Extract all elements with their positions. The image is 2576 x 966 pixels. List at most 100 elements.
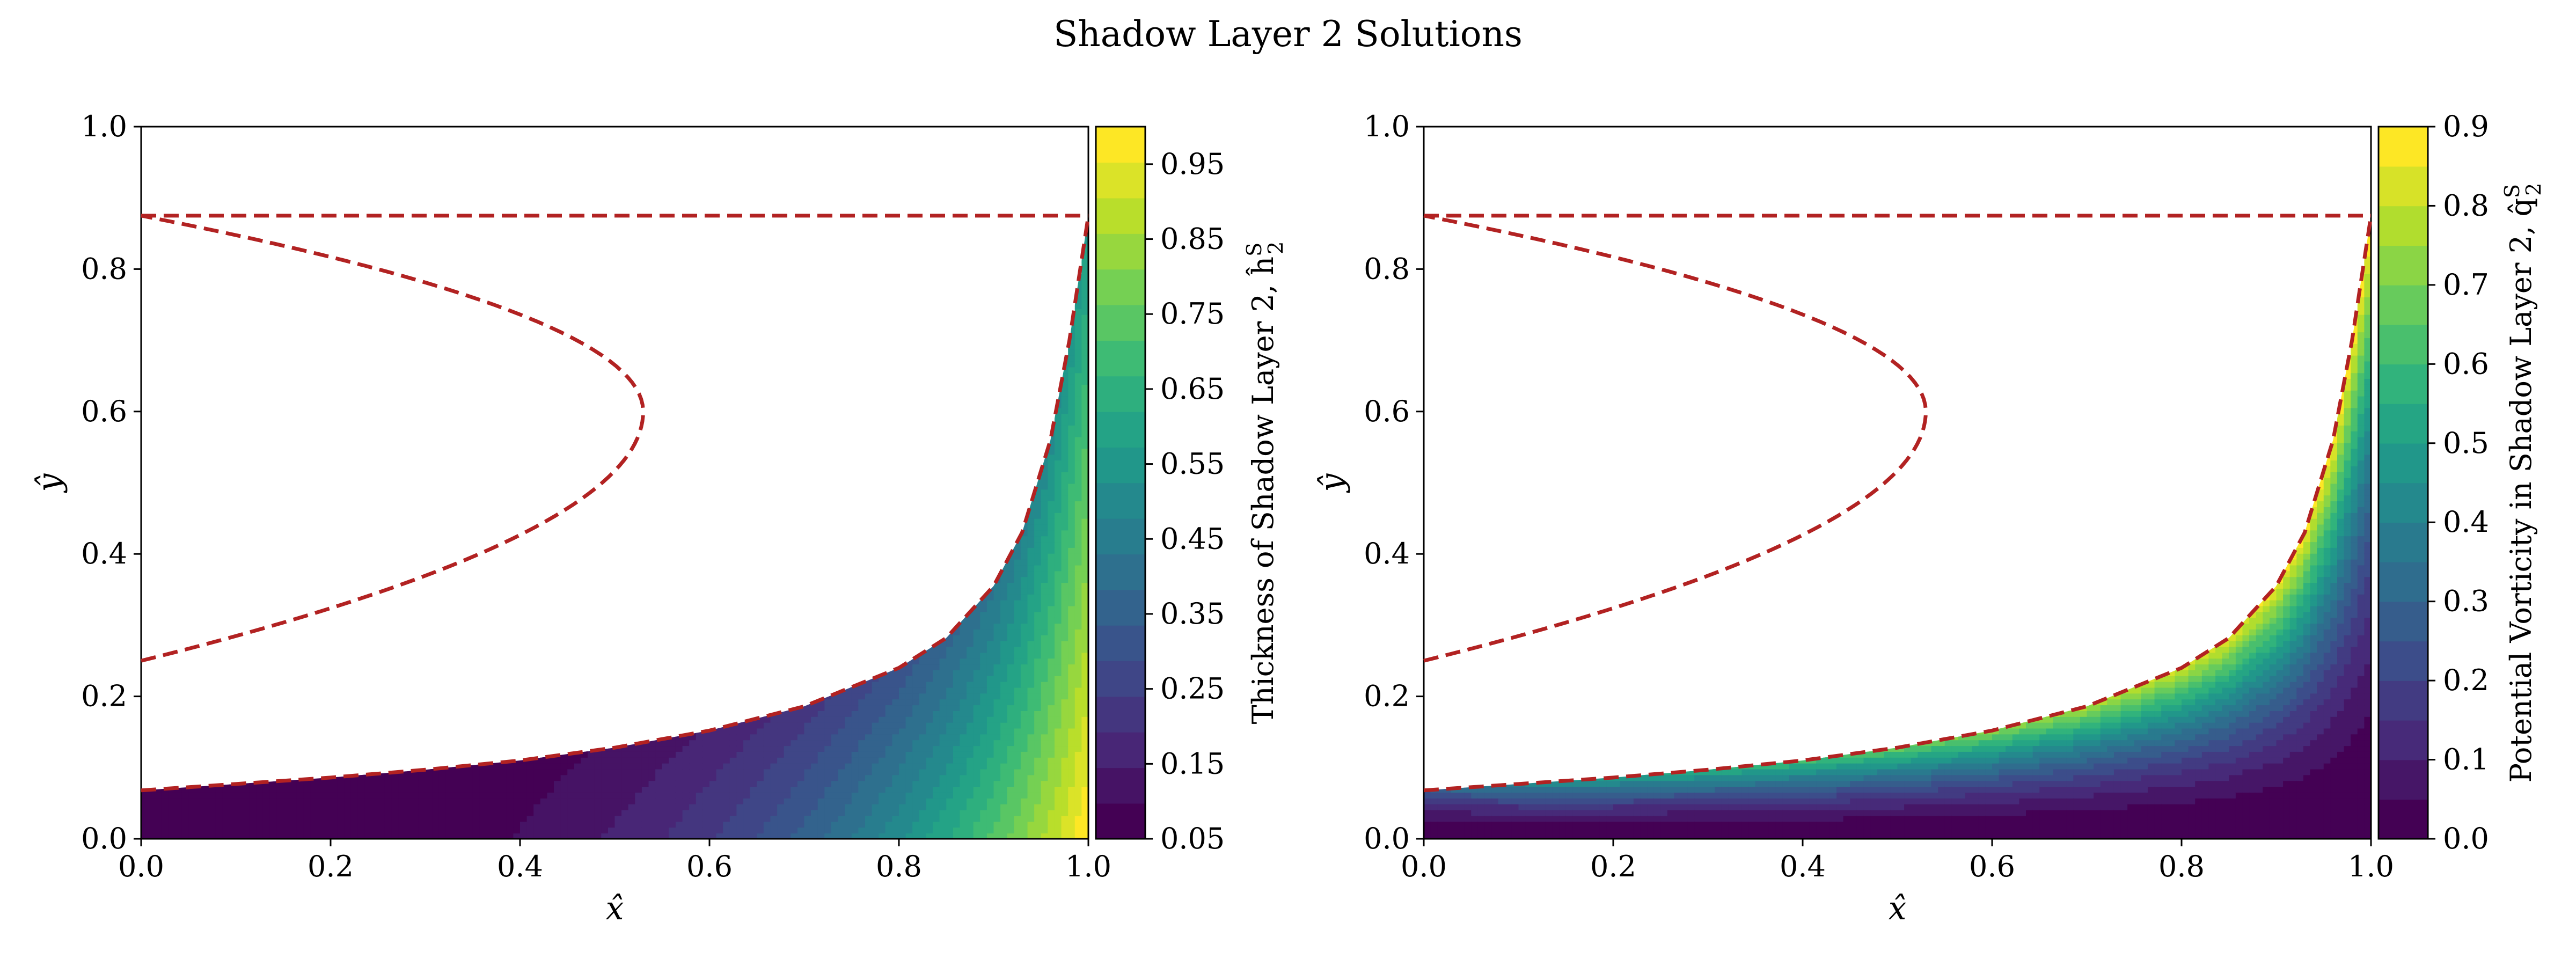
contour-cell xyxy=(946,803,954,810)
contour-cell xyxy=(1034,786,1042,793)
contour-cell xyxy=(824,821,832,828)
contour-cell xyxy=(1000,582,1008,589)
contour-cell xyxy=(628,751,636,758)
contour-cell xyxy=(973,699,981,706)
contour-cell xyxy=(655,821,663,828)
contour-cell xyxy=(317,833,325,839)
contour-cell xyxy=(716,833,724,839)
contour-cell xyxy=(2032,827,2040,833)
contour-cell xyxy=(1884,815,1891,822)
contour-cell xyxy=(594,763,602,770)
contour-cell xyxy=(1444,780,1452,787)
contour-cell xyxy=(804,716,811,723)
contour-cell xyxy=(1074,326,1082,333)
contour-cell xyxy=(486,827,494,833)
contour-cell xyxy=(743,792,751,799)
contour-cell xyxy=(412,809,419,816)
contour-cell xyxy=(993,722,1001,729)
contour-cell xyxy=(797,803,805,810)
contour-cell xyxy=(757,757,764,764)
contour-cell xyxy=(2094,705,2101,711)
contour-cell xyxy=(736,734,744,741)
contour-cell xyxy=(919,722,927,729)
contour-cell xyxy=(1074,303,1082,309)
contour-cell xyxy=(1816,792,1824,799)
contour-cell xyxy=(1014,827,1021,833)
contour-cell xyxy=(1599,809,1607,816)
contour-cell xyxy=(168,809,175,816)
contour-cell xyxy=(1000,751,1008,758)
contour-cell xyxy=(1856,809,1864,816)
contour-cell xyxy=(1796,821,1803,828)
contour-cell xyxy=(919,774,927,781)
contour-cell xyxy=(432,774,440,781)
contour-cell xyxy=(1985,792,1993,799)
contour-cell xyxy=(1965,815,1972,822)
contour-cell xyxy=(1748,797,1756,804)
contour-cell xyxy=(1048,774,1055,781)
contour-cell xyxy=(1796,815,1803,822)
contour-cell xyxy=(885,675,893,682)
contour-cell xyxy=(1735,827,1743,833)
contour-cell xyxy=(1667,792,1675,799)
contour-cell xyxy=(486,815,494,822)
contour-cell xyxy=(892,711,899,717)
contour-cell xyxy=(1579,833,1587,839)
contour-cell xyxy=(1081,332,1088,339)
contour-cell xyxy=(1918,769,1925,775)
contour-cell xyxy=(1041,751,1049,758)
contour-cell xyxy=(933,792,940,799)
contour-cell xyxy=(1775,797,1783,804)
contour-cell xyxy=(879,792,886,799)
contour-cell xyxy=(919,757,927,764)
contour-cell xyxy=(378,821,385,828)
contour-cell xyxy=(181,821,189,828)
contour-cell xyxy=(845,786,852,793)
contour-cell xyxy=(696,833,704,839)
contour-cell xyxy=(967,722,974,729)
contour-cell xyxy=(899,716,906,723)
contour-cell xyxy=(452,833,460,839)
contour-cell xyxy=(1007,815,1015,822)
contour-cell xyxy=(574,786,582,793)
contour-cell xyxy=(574,809,582,816)
contour-cell xyxy=(1694,774,1702,781)
contour-cell xyxy=(865,803,873,810)
contour-cell xyxy=(980,634,987,641)
contour-cell xyxy=(817,774,825,781)
contour-cell xyxy=(967,652,974,659)
contour-cell xyxy=(614,827,622,833)
contour-cell xyxy=(1586,815,1593,822)
contour-cell xyxy=(479,803,487,810)
contour-cell xyxy=(824,757,832,764)
contour-cell xyxy=(1007,634,1015,641)
contour-cell xyxy=(905,745,913,752)
contour-cell xyxy=(1007,565,1015,572)
contour-cell xyxy=(655,780,663,787)
contour-cell xyxy=(1850,792,1857,799)
contour-cell xyxy=(675,740,683,747)
contour-cell xyxy=(601,792,609,799)
contour-cell xyxy=(526,821,535,828)
contour-cell xyxy=(784,728,792,735)
contour-cell xyxy=(1647,803,1655,810)
contour-cell xyxy=(384,792,392,799)
contour-cell xyxy=(675,780,683,787)
contour-cell xyxy=(148,792,156,799)
contour-cell xyxy=(885,769,893,775)
contour-cell xyxy=(1048,576,1055,583)
contour-cell xyxy=(1931,757,1938,764)
contour-cell xyxy=(1613,769,1621,775)
contour-cell xyxy=(181,809,189,816)
contour-cell xyxy=(479,751,487,758)
contour-cell xyxy=(310,827,318,833)
contour-cell xyxy=(2032,821,2040,828)
contour-cell xyxy=(1870,757,1878,764)
contour-cell xyxy=(1027,716,1035,723)
contour-cell xyxy=(1728,797,1736,804)
contour-cell xyxy=(1020,565,1028,572)
contour-cell xyxy=(986,740,994,747)
contour-cell xyxy=(155,786,162,793)
contour-cell xyxy=(1755,763,1763,770)
contour-cell xyxy=(1081,670,1088,676)
